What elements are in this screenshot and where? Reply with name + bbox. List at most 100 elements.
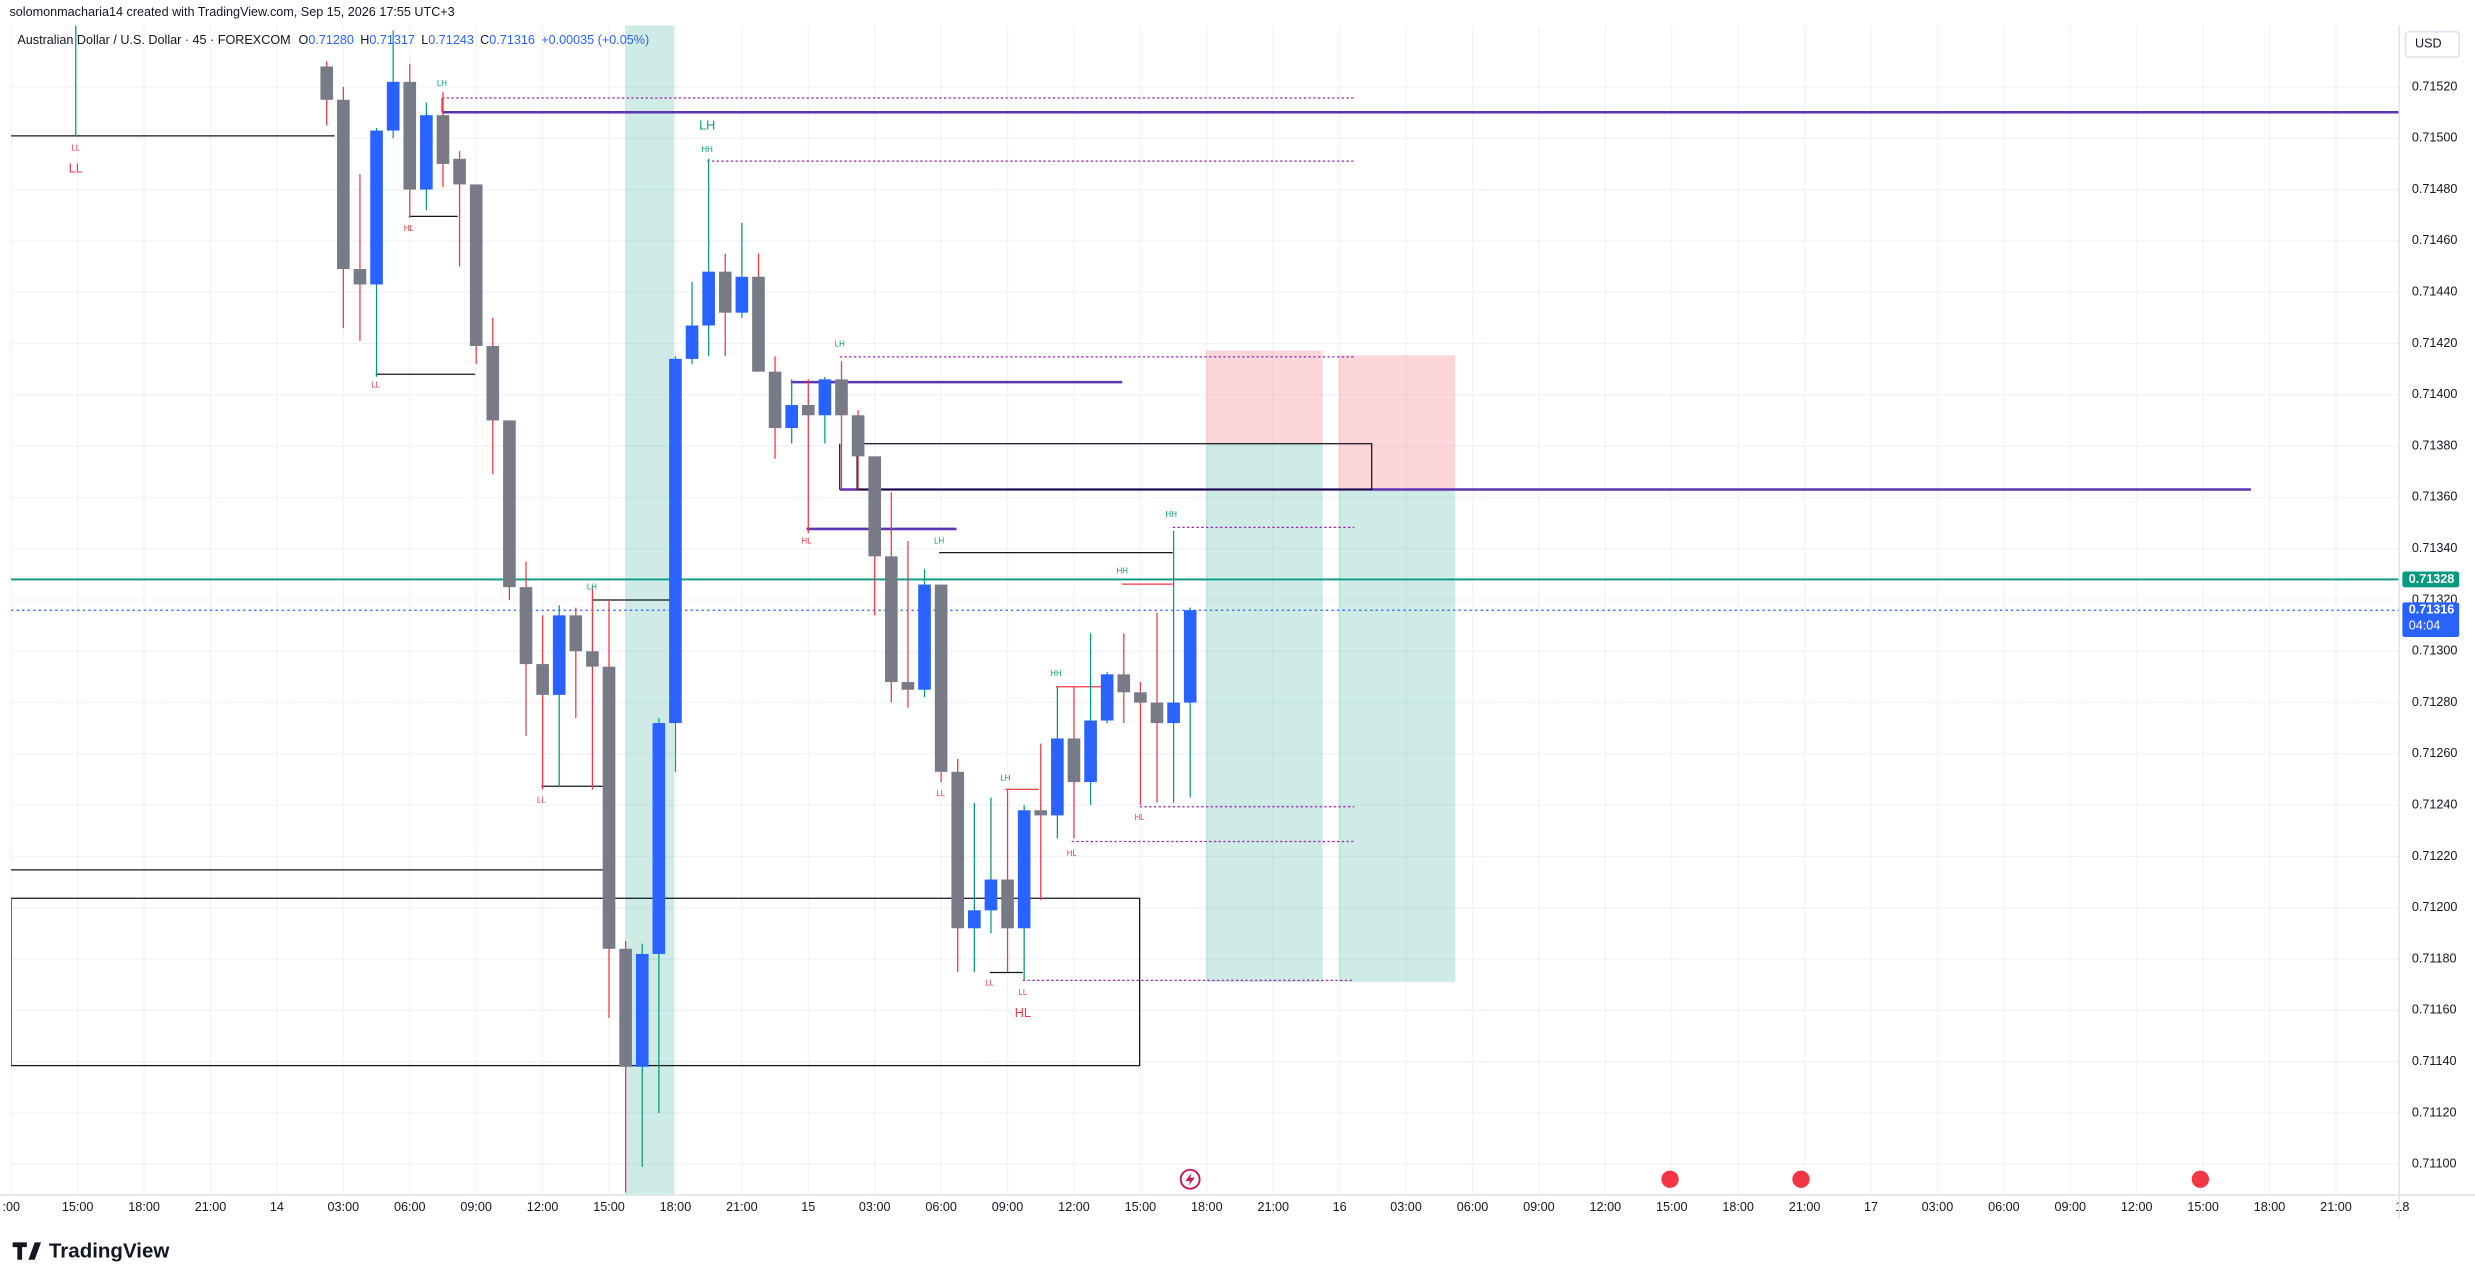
swing-label: HL: [1067, 849, 1078, 858]
y-tick-label: 0.71160: [2412, 1003, 2457, 1017]
legend: Australian Dollar / U.S. Dollar · 45 · F…: [17, 34, 649, 48]
x-tick-label: 09:00: [1523, 1200, 1555, 1214]
candle-body: [851, 415, 865, 457]
candle-body: [1084, 720, 1097, 783]
candle-body: [552, 615, 566, 695]
x-tick-label: 18: [2395, 1200, 2409, 1214]
candle-body: [951, 771, 965, 929]
candle-body: [685, 325, 699, 359]
swing-label: LH: [699, 119, 715, 133]
y-tick-label: 0.71340: [2412, 541, 2458, 555]
ohlc-value: 0.71316: [489, 34, 535, 48]
symbol: Australian Dollar / U.S. Dollar · 45 · F…: [17, 34, 290, 48]
header: solomonmacharia14 created with TradingVi…: [9, 5, 454, 19]
candle-body: [1167, 702, 1180, 724]
candle-body: [768, 371, 782, 429]
x-tick-label: 03:00: [1390, 1200, 1422, 1214]
candle-body: [934, 584, 948, 772]
logo: TradingView: [12, 1239, 169, 1262]
ohlc-value: 0.71280: [308, 34, 354, 48]
candle-body: [569, 615, 583, 652]
y-tick-label: 0.71220: [2412, 849, 2458, 863]
swing-label: HL: [802, 537, 813, 546]
stop-zone: [1205, 350, 1323, 444]
candle-body: [669, 358, 682, 724]
candle-body: [1051, 738, 1064, 816]
y-tick-label: 0.71240: [2412, 797, 2458, 811]
target-zone: [1205, 443, 1323, 982]
candle-body: [801, 405, 815, 416]
event-icon-bolt: [1185, 1172, 1195, 1186]
ohlc-value: 0.71243: [428, 34, 474, 48]
swing-label: LH: [934, 537, 944, 546]
y-tick-label: 0.71140: [2412, 1054, 2457, 1068]
swing-label: LL: [537, 796, 546, 805]
candle-body: [619, 948, 632, 1067]
drawings: [11, 25, 2400, 1196]
x-tick-label: 21:00: [1789, 1200, 1821, 1214]
price-badge: [2402, 571, 2460, 588]
swing-label: HH: [1117, 567, 1129, 576]
event-icon[interactable]: [1659, 1168, 1681, 1190]
x-tick-label: 12:00: [2121, 1200, 2153, 1214]
candle-body: [436, 115, 450, 164]
y-tick-label: 0.71520: [2412, 79, 2458, 93]
candle-body: [885, 556, 898, 683]
event-icon[interactable]: [1790, 1168, 1812, 1190]
candle-body: [1117, 674, 1131, 693]
y-tick-label: 0.71360: [2412, 490, 2458, 504]
x-tick-label: 15:00: [62, 1200, 94, 1214]
swing-label: LL: [936, 789, 945, 798]
y-tick-label: 0.71420: [2412, 336, 2458, 350]
x-tick-label: 16: [1333, 1200, 1347, 1214]
candle-body: [486, 346, 500, 421]
x-tick-label: 18:00: [660, 1200, 692, 1214]
structure-lines: [11, 135, 1373, 1067]
x-tick-label: 17: [1864, 1200, 1878, 1214]
x-tick-label: 15:00: [2187, 1200, 2219, 1214]
x-tick-label: 15:00: [1656, 1200, 1688, 1214]
event-icon[interactable]: [2190, 1168, 2211, 1190]
x-tick-label: 06:00: [925, 1200, 957, 1214]
y-tick-label: 0.71440: [2412, 284, 2458, 298]
currency-box[interactable]: [2404, 30, 2461, 58]
x-tick-label: 21:00: [2320, 1200, 2352, 1214]
x-tick-label: 03:00: [1922, 1200, 1954, 1214]
swing-label: HH: [1050, 669, 1062, 678]
candle-body: [586, 651, 599, 667]
x-tick-label: 03:00: [328, 1200, 360, 1214]
candle-body: [1034, 810, 1048, 816]
candle-body: [1100, 674, 1114, 721]
candle-body: [1067, 738, 1081, 783]
candle-body: [536, 664, 549, 695]
overlay: 0.71100 0.71120 0.71140 0.71160 0.71180 0.712…: [2, 79, 2460, 1214]
price-badge-label: 0.71328: [2409, 572, 2455, 586]
x-tick-label: 21:00: [726, 1200, 758, 1214]
y-tick-label: 0.71260: [2412, 746, 2458, 760]
x-tick-label: 14: [270, 1200, 284, 1214]
candle-body: [1150, 702, 1164, 724]
countdown: 04:04: [2409, 618, 2441, 632]
y-tick-label: 0.71120: [2412, 1105, 2457, 1119]
swing-label: LH: [587, 582, 597, 591]
candle-body: [984, 879, 998, 911]
y-tick-label: 0.71400: [2412, 387, 2458, 401]
candle-body: [519, 587, 533, 665]
y-tick-label: 0.71280: [2412, 695, 2458, 709]
swing-label: LL: [69, 161, 83, 175]
brand: TradingView: [49, 1239, 169, 1262]
x-tick-label: 15:00: [593, 1200, 625, 1214]
candle-body: [718, 271, 732, 313]
candle-body: [918, 584, 931, 690]
candle-body: [652, 723, 666, 954]
candle-body: [469, 184, 483, 347]
y-tick-label: 0.71200: [2412, 900, 2458, 914]
y-tick-label: 0.71500: [2412, 131, 2458, 145]
x-tick-label: 18:00: [2254, 1200, 2286, 1214]
target-zone: [1338, 489, 1456, 982]
grid: [11, 25, 2400, 1196]
x-tick-label: 15: [801, 1200, 815, 1214]
x-tick-label: 15:00: [1125, 1200, 1157, 1214]
